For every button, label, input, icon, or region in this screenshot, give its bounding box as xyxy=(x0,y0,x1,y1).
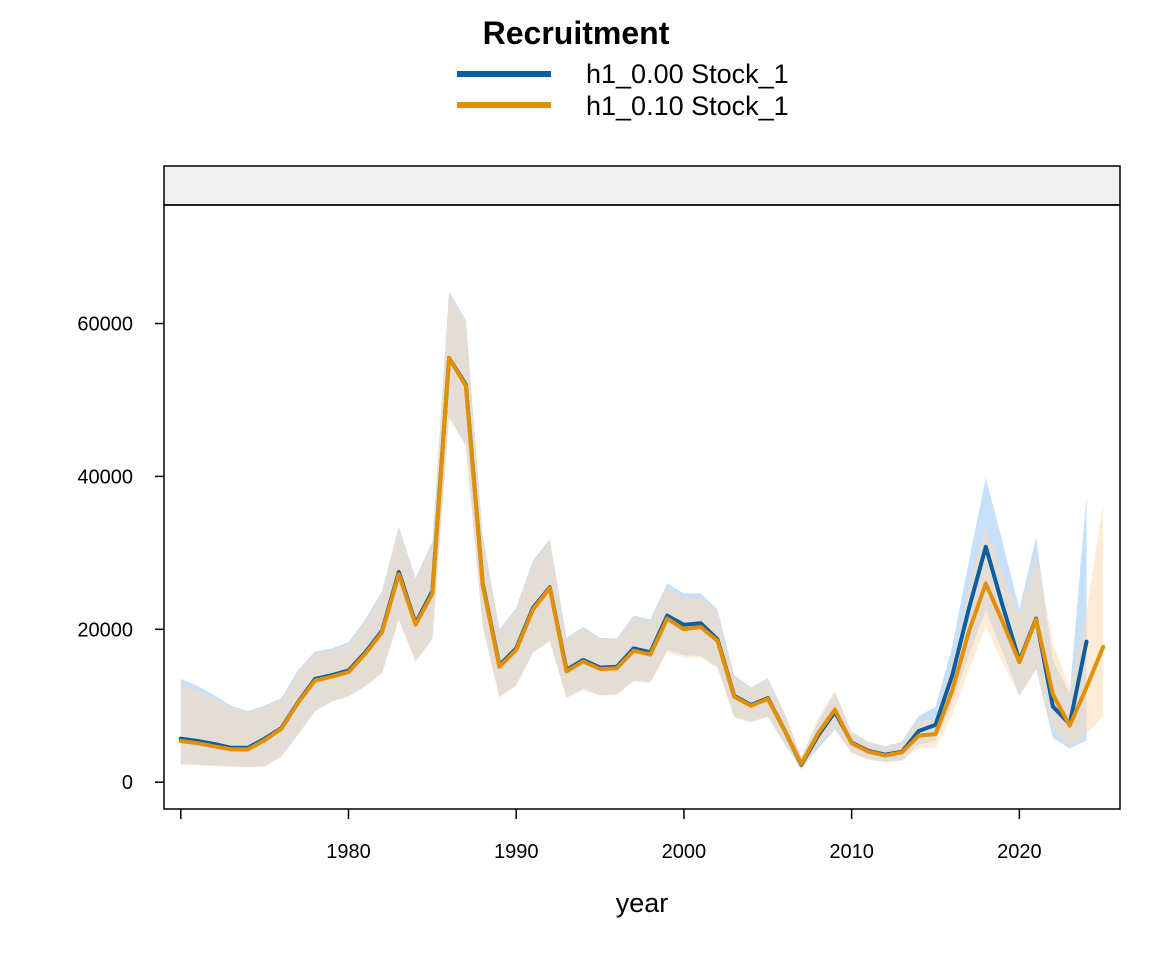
y-tick-label: 60000 xyxy=(77,314,133,336)
legend: h1_0.00 Stock_1 h1_0.10 Stock_1 xyxy=(457,59,789,121)
panel-strip xyxy=(163,165,1121,206)
series-line-2 xyxy=(178,355,1106,766)
y-tick-label: 40000 xyxy=(77,466,133,488)
chart-title: Recruitment xyxy=(483,15,670,51)
x-axis-label: year xyxy=(616,888,669,918)
x-axis: 1980 1990 2000 2010 2020 xyxy=(180,809,1042,863)
y-tick-label: 20000 xyxy=(77,619,133,641)
confidence-bands xyxy=(180,291,1104,770)
y-tick-label: 0 xyxy=(122,772,133,794)
y-axis: 0 20000 40000 60000 xyxy=(77,314,164,794)
x-tick-label: 2000 xyxy=(662,841,707,863)
confidence-band-series-2 xyxy=(180,292,1104,769)
x-tick-label: 2020 xyxy=(997,841,1042,863)
x-tick-label: 1980 xyxy=(326,841,371,863)
legend-label-series-1: h1_0.00 Stock_1 xyxy=(586,59,789,89)
legend-label-series-2: h1_0.10 Stock_1 xyxy=(586,91,789,121)
plot-panel xyxy=(163,165,1121,810)
panel-frame xyxy=(163,204,1121,810)
x-tick-label: 2010 xyxy=(829,841,874,863)
series-lines xyxy=(178,355,1106,767)
x-tick-label: 1990 xyxy=(494,841,539,863)
